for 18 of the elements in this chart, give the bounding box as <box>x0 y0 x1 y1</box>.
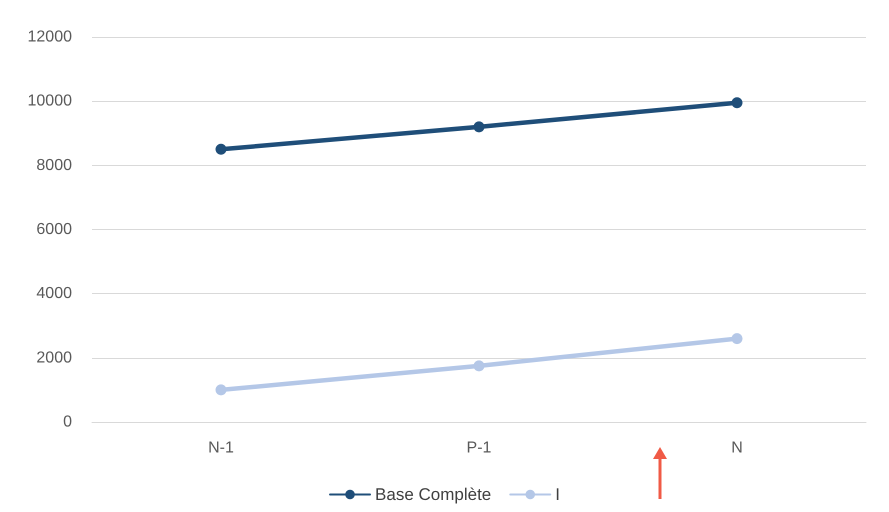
y-tick-label: 8000 <box>36 156 72 174</box>
legend-label: Base Complète <box>375 485 492 504</box>
y-tick-label: 4000 <box>36 285 72 302</box>
point <box>216 144 226 155</box>
point <box>732 97 742 108</box>
point <box>474 360 484 372</box>
y-tick-label: 0 <box>63 414 72 430</box>
legend-label: I <box>555 485 560 504</box>
point <box>732 333 742 344</box>
x-tick-label: P-1 <box>466 440 492 456</box>
y-tick-label: 10000 <box>28 92 72 110</box>
point <box>474 121 484 132</box>
x-tick-label: N-1 <box>208 440 234 456</box>
point <box>216 384 226 396</box>
x-tick-label: N <box>731 440 743 456</box>
y-tick-label: 12000 <box>28 28 72 46</box>
y-tick-label: 6000 <box>36 221 72 238</box>
y-tick-label: 2000 <box>36 349 72 366</box>
